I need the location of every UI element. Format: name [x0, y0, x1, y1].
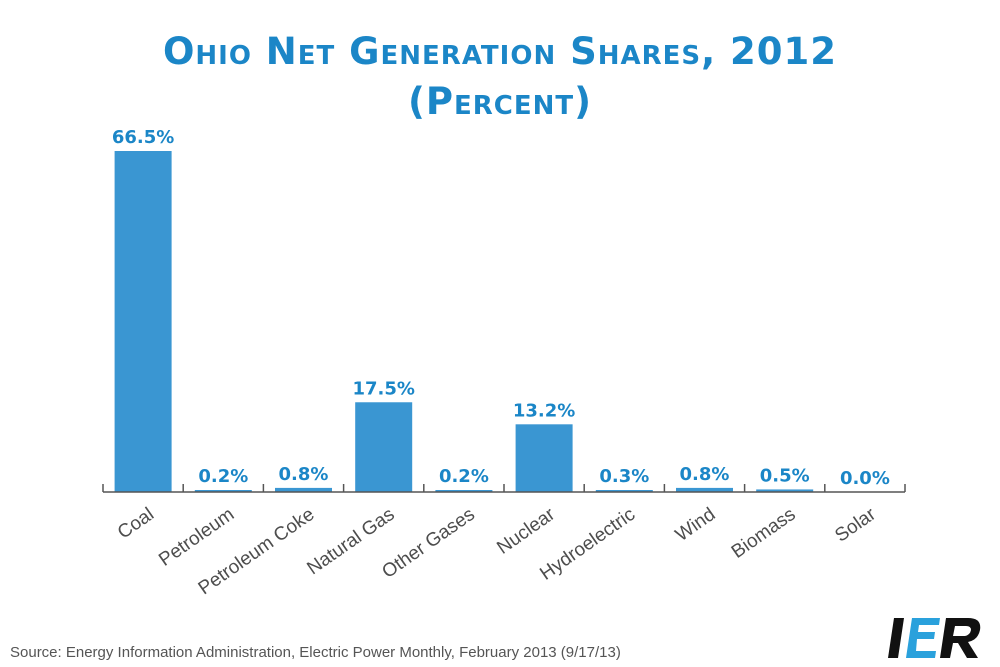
bar-value-label: 66.5%	[112, 127, 174, 148]
category-tick-label: Coal	[114, 504, 158, 544]
bar-value-label: 17.5%	[352, 378, 414, 399]
bar-value-label: 0.2%	[198, 466, 248, 487]
ier-logo	[888, 618, 981, 658]
chart-title-line2: (Percent)	[407, 80, 593, 123]
logo-letter-r	[940, 618, 981, 658]
category-tick-label: Biomass	[728, 504, 800, 563]
bar-value-label: 0.2%	[439, 466, 489, 487]
logo-letter-i	[888, 618, 904, 658]
bar	[595, 490, 653, 492]
bar	[194, 490, 252, 492]
bar-value-label: 0.8%	[279, 464, 329, 485]
bar-value-label: 13.2%	[513, 400, 575, 421]
bar-value-label: 0.8%	[680, 464, 730, 485]
category-tick-label: Wind	[672, 504, 720, 546]
chart-title-line1: Ohio Net Generation Shares, 2012	[162, 30, 838, 73]
logo-letter-e	[906, 618, 940, 658]
bar	[355, 402, 413, 492]
bar-value-label: 0.3%	[599, 466, 649, 487]
bar-value-label: 0.0%	[840, 468, 890, 489]
source-note: Source: Energy Information Administratio…	[10, 644, 621, 661]
category-tick-label: Solar	[831, 504, 880, 547]
bar	[756, 489, 814, 492]
bar-value-label: 0.5%	[760, 465, 810, 486]
bar	[676, 487, 733, 492]
bar	[114, 151, 172, 492]
bar	[435, 490, 493, 492]
bar	[275, 487, 332, 492]
category-tick-label: Nuclear	[493, 504, 559, 559]
bar	[515, 424, 573, 492]
